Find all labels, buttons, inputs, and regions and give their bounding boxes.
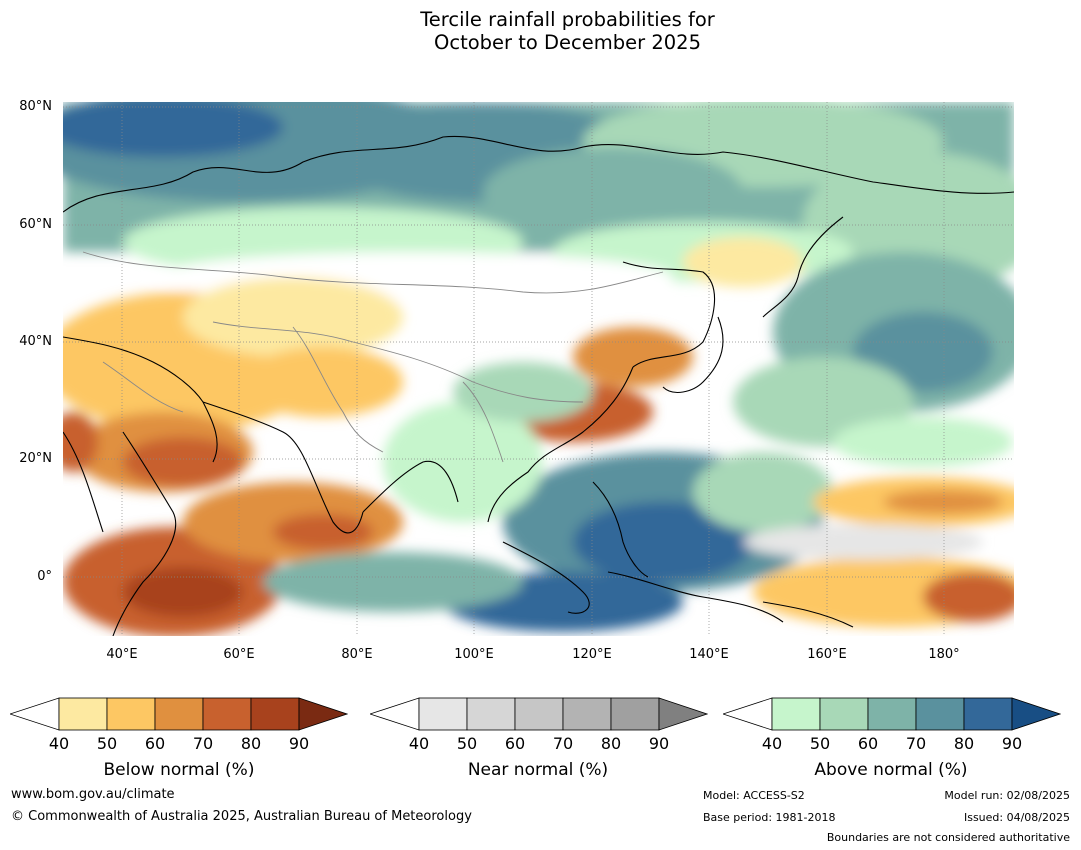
lon-label-100e: 100°E <box>454 647 494 662</box>
chart-title: Tercile rainfall probabilities for Octob… <box>0 8 1081 54</box>
colorbar-below-tick-70: 70 <box>192 734 214 753</box>
footer-model: Model: ACCESS-S2 <box>703 789 805 802</box>
lon-label-180: 180° <box>928 647 960 662</box>
colorbar-above-min-arrow <box>723 697 773 731</box>
colorbar-above-tick-70: 70 <box>905 734 927 753</box>
colorbar-near-tick-90: 90 <box>648 734 670 753</box>
lat-label-0: 0° <box>37 569 52 584</box>
lat-label-40n: 40°N <box>19 334 52 349</box>
colorbar-below-40-50 <box>58 697 108 731</box>
footer-model-run: Model run: 02/08/2025 <box>944 789 1070 802</box>
colorbar-below-tick-60: 60 <box>144 734 166 753</box>
colorbar-near-tick-40: 40 <box>408 734 430 753</box>
coastlines <box>63 135 1014 636</box>
probability-map <box>63 102 1014 636</box>
footer-website: www.bom.gov.au/climate <box>11 787 175 802</box>
footer-base-period: Base period: 1981-2018 <box>703 811 836 824</box>
colorbar-below-50-60 <box>106 697 156 731</box>
colorbar-near-max-arrow <box>658 697 708 731</box>
footer-issued: Issued: 04/08/2025 <box>963 811 1070 824</box>
lon-label-80e: 80°E <box>341 647 373 662</box>
colorbar-above-normal <box>723 697 1061 731</box>
colorbar-below-80-90 <box>250 697 300 731</box>
colorbar-near-50-60 <box>466 697 516 731</box>
colorbar-below-tick-50: 50 <box>96 734 118 753</box>
colorbar-above-title: Above normal (%) <box>814 760 968 780</box>
lat-label-20n: 20°N <box>19 451 52 466</box>
colorbar-near-70-80 <box>562 697 612 731</box>
lon-label-160e: 160°E <box>807 647 847 662</box>
footer-copyright: © Commonwealth of Australia 2025, Austra… <box>11 809 472 824</box>
colorbar-above-tick-40: 40 <box>761 734 783 753</box>
colorbar-above-70-80 <box>915 697 965 731</box>
colorbar-near-80-90 <box>610 697 660 731</box>
lat-label-60n: 60°N <box>19 217 52 232</box>
graticule <box>63 102 1014 636</box>
colorbar-below-min-arrow <box>10 697 60 731</box>
colorbar-below-tick-80: 80 <box>240 734 262 753</box>
colorbar-near-40-50 <box>418 697 468 731</box>
colorbar-above-60-70 <box>867 697 917 731</box>
lon-label-40e: 40°E <box>106 647 138 662</box>
footer-disclaimer: Boundaries are not considered authoritat… <box>826 831 1070 844</box>
colorbar-below-tick-90: 90 <box>288 734 310 753</box>
colorbar-near-min-arrow <box>370 697 420 731</box>
colorbar-above-tick-60: 60 <box>857 734 879 753</box>
map-panel <box>63 102 1014 636</box>
lon-label-140e: 140°E <box>689 647 729 662</box>
colorbar-above-50-60 <box>819 697 869 731</box>
colorbar-near-tick-60: 60 <box>504 734 526 753</box>
colorbar-above-tick-90: 90 <box>1001 734 1023 753</box>
lon-label-120e: 120°E <box>572 647 612 662</box>
colorbar-near-tick-80: 80 <box>600 734 622 753</box>
colorbar-near-title: Near normal (%) <box>467 760 609 780</box>
lon-label-60e: 60°E <box>223 647 255 662</box>
title-line-2: October to December 2025 <box>434 31 701 54</box>
colorbar-below-70-80 <box>202 697 252 731</box>
colorbar-near-tick-50: 50 <box>456 734 478 753</box>
country-borders <box>82 251 664 463</box>
colorbar-below-max-arrow <box>298 697 348 731</box>
colorbar-above-tick-80: 80 <box>953 734 975 753</box>
colorbar-above-40-50 <box>771 697 821 731</box>
colorbar-above-tick-50: 50 <box>809 734 831 753</box>
colorbar-below-60-70 <box>154 697 204 731</box>
colorbar-below-normal <box>10 697 348 731</box>
colorbar-near-tick-70: 70 <box>552 734 574 753</box>
colorbar-below-title: Below normal (%) <box>103 760 255 780</box>
colorbar-above-80-90 <box>963 697 1013 731</box>
probability-field <box>63 102 1014 636</box>
title-line-1: Tercile rainfall probabilities for <box>420 8 715 31</box>
colorbar-near-normal <box>370 697 708 731</box>
lat-label-80n: 80°N <box>19 99 52 114</box>
colorbar-near-60-70 <box>514 697 564 731</box>
colorbar-below-tick-40: 40 <box>48 734 70 753</box>
colorbar-above-max-arrow <box>1011 697 1061 731</box>
